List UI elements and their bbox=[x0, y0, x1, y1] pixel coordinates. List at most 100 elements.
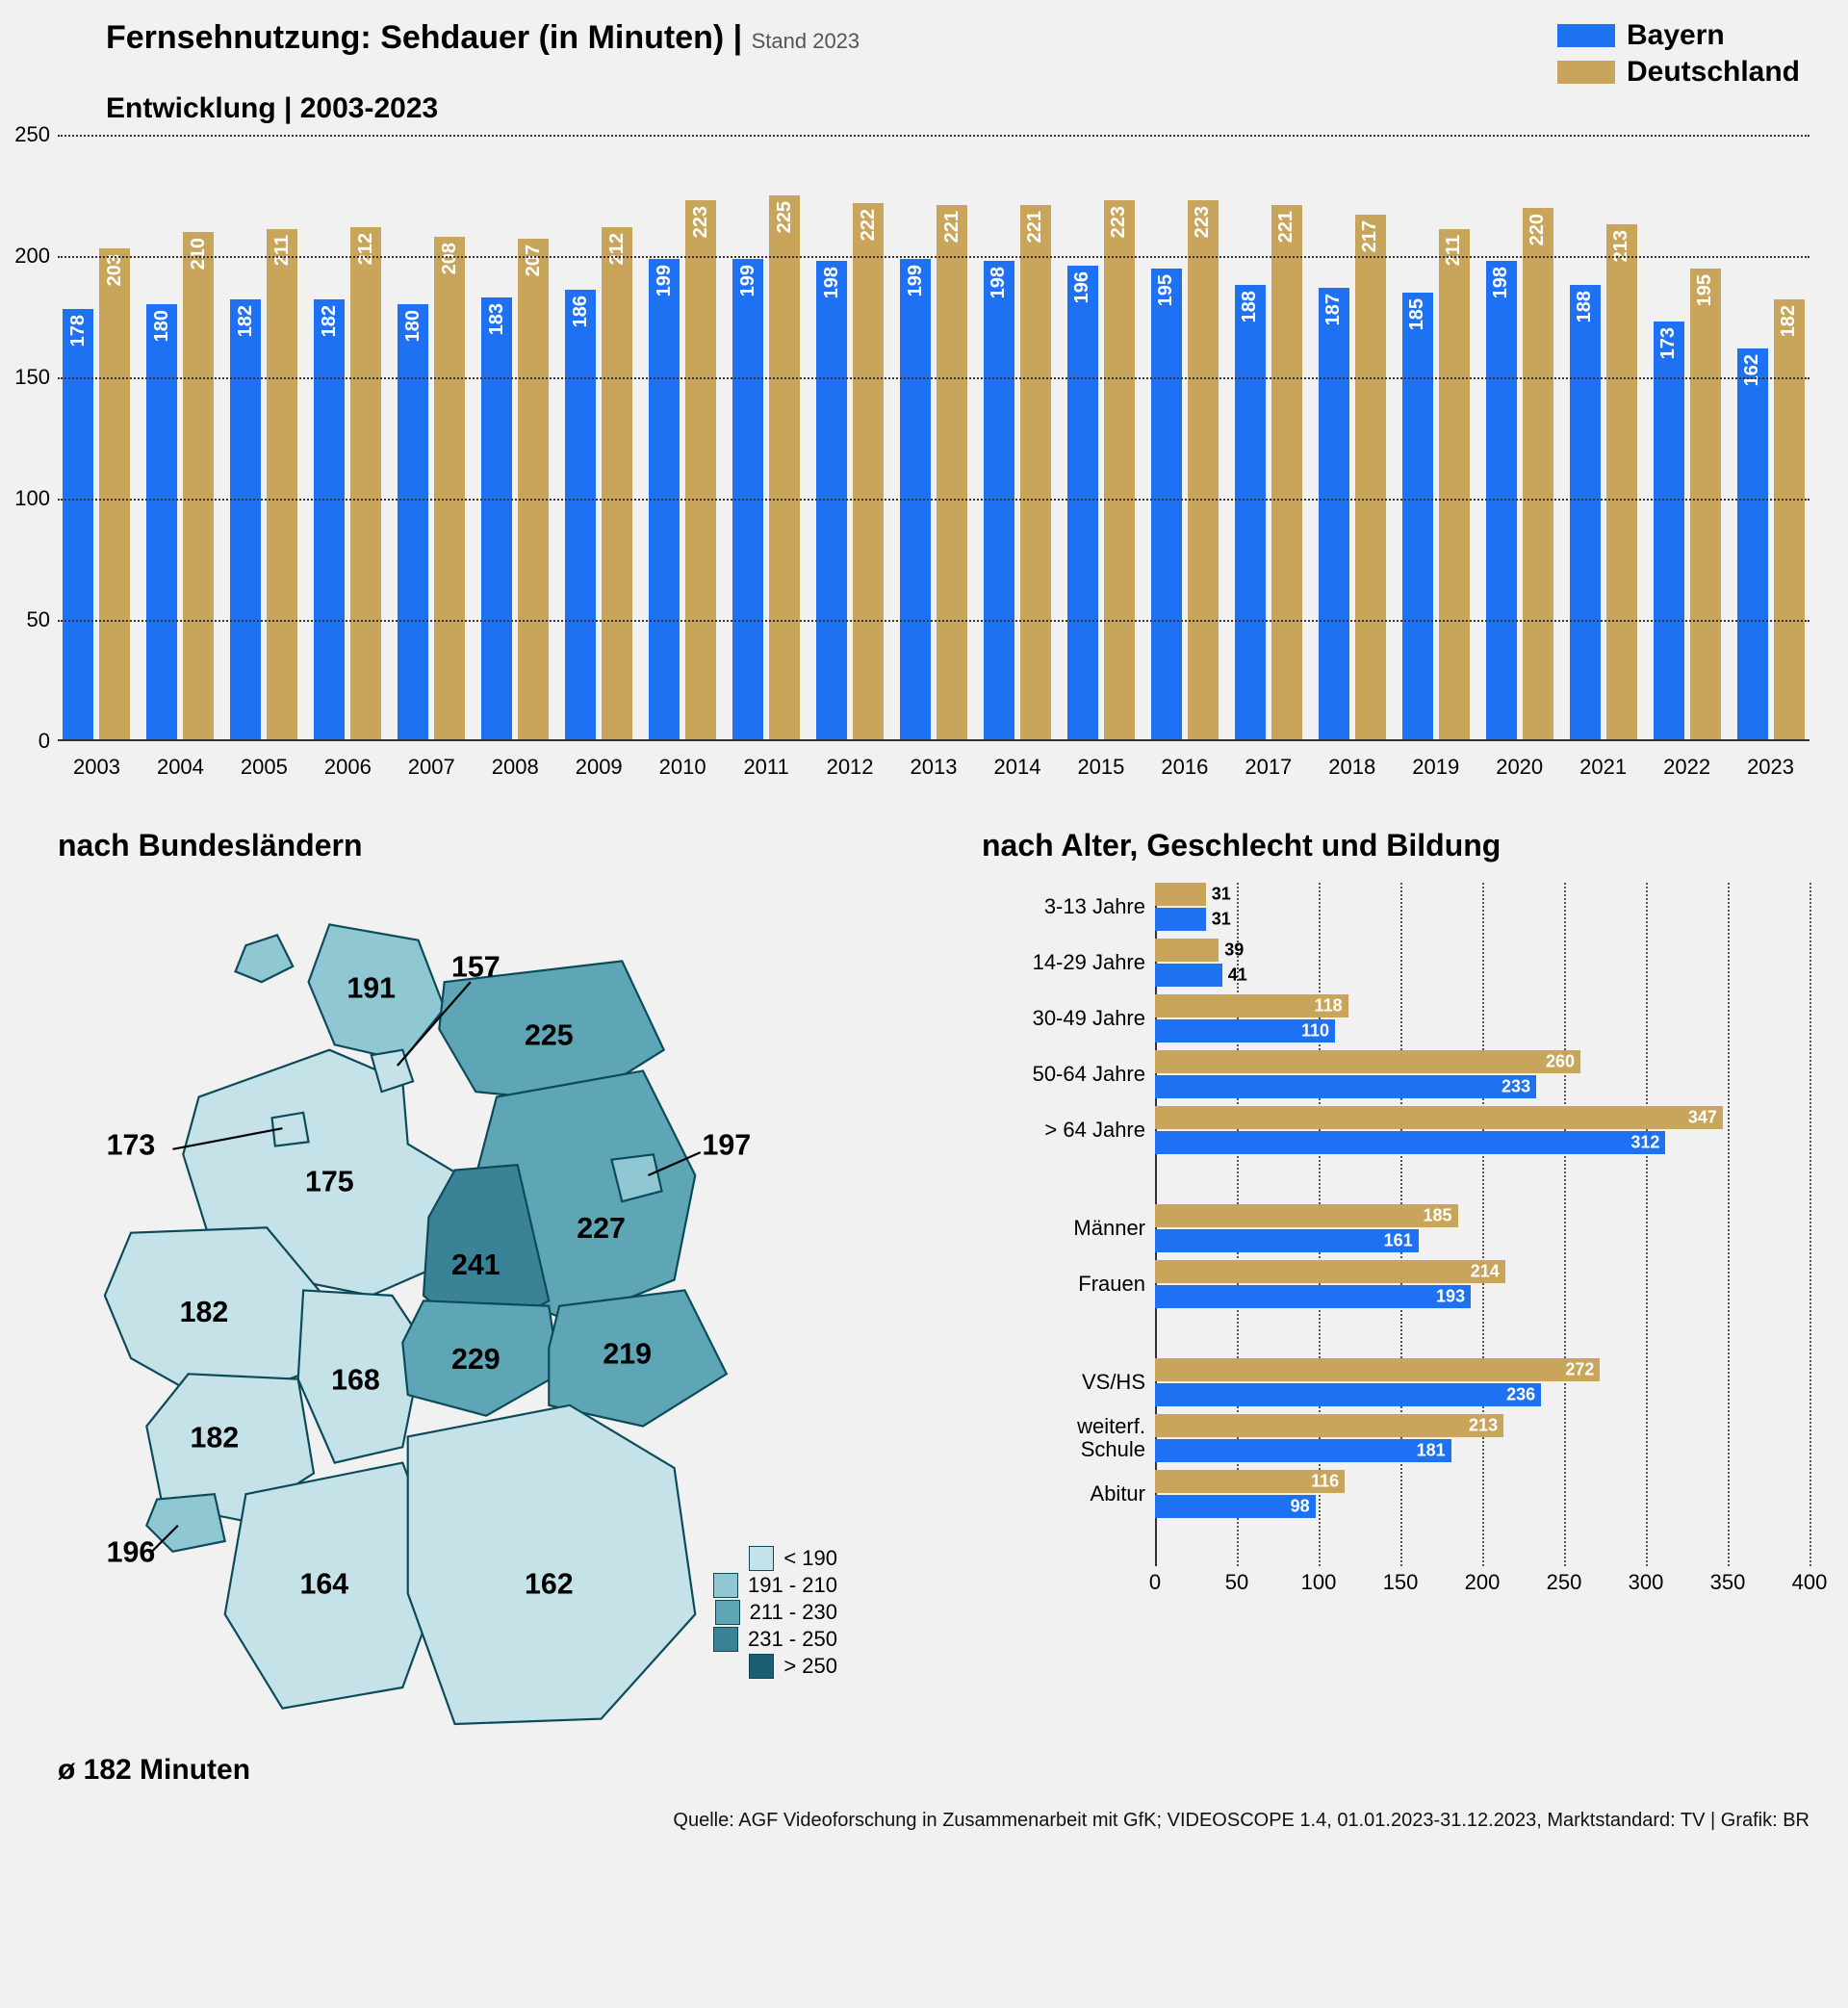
state-value: 196 bbox=[107, 1536, 156, 1569]
map-legend-row: < 190 bbox=[713, 1546, 837, 1571]
deutschland-hbar: 118 bbox=[1155, 994, 1348, 1017]
x-tick-label: 2019 bbox=[1397, 755, 1475, 780]
hbar-value: 181 bbox=[1417, 1441, 1446, 1461]
bar-value: 223 bbox=[690, 200, 712, 238]
gridline bbox=[58, 377, 1810, 379]
hbar-value: 98 bbox=[1291, 1497, 1310, 1517]
bar-value: 221 bbox=[1024, 205, 1046, 243]
bar-value: 173 bbox=[1657, 322, 1680, 359]
bar-value: 162 bbox=[1741, 348, 1763, 386]
hbar-value: 347 bbox=[1688, 1108, 1717, 1128]
map-legend-row: > 250 bbox=[713, 1654, 837, 1679]
x-tick-label: 2008 bbox=[476, 755, 554, 780]
demo-category-label: Frauen bbox=[982, 1273, 1155, 1296]
demo-row: weiterf.Schule213181 bbox=[1155, 1414, 1810, 1462]
deutschland-bar: 203 bbox=[99, 248, 130, 741]
demo-row: Männer185161 bbox=[1155, 1204, 1810, 1252]
y-tick-label: 100 bbox=[14, 486, 58, 511]
bayern-hbar: 161 bbox=[1155, 1229, 1419, 1252]
bar-value: 182 bbox=[319, 299, 341, 337]
state-value: 219 bbox=[603, 1337, 652, 1370]
bar-value: 221 bbox=[941, 205, 963, 243]
bar-value: 221 bbox=[1275, 205, 1297, 243]
deutschland-bar: 223 bbox=[1104, 200, 1135, 741]
bar-value: 223 bbox=[1108, 200, 1130, 238]
demo-x-tick: 150 bbox=[1383, 1570, 1419, 1595]
deutschland-hbar: 347 bbox=[1155, 1106, 1723, 1129]
x-tick-label: 2006 bbox=[309, 755, 387, 780]
bar-value: 212 bbox=[606, 227, 629, 265]
lower-row: nach Bundesländern bbox=[58, 828, 1810, 1787]
demo-x-tick: 50 bbox=[1225, 1570, 1248, 1595]
deutschland-bar: 208 bbox=[434, 237, 465, 741]
subtitle: Entwicklung | 2003-2023 bbox=[106, 92, 1810, 125]
map-legend-swatch bbox=[749, 1546, 774, 1571]
deutschland-bar: 223 bbox=[685, 200, 716, 741]
map-legend-label: < 190 bbox=[783, 1546, 837, 1571]
bar-value: 198 bbox=[1490, 261, 1512, 298]
x-tick-label: 2021 bbox=[1564, 755, 1642, 780]
demo-x-tick: 0 bbox=[1149, 1570, 1161, 1595]
bayern-bar: 178 bbox=[63, 309, 93, 741]
title-row: Fernsehnutzung: Sehdauer (in Minuten) | … bbox=[106, 19, 1810, 89]
hbar-value: 213 bbox=[1469, 1416, 1498, 1436]
legend: Bayern Deutschland bbox=[1557, 19, 1800, 89]
demo-title: nach Alter, Geschlecht und Bildung bbox=[982, 828, 1810, 863]
x-tick-label: 2018 bbox=[1313, 755, 1391, 780]
x-tick-label: 2017 bbox=[1229, 755, 1307, 780]
state-value: 173 bbox=[107, 1128, 156, 1161]
year-group: 180 208 bbox=[393, 237, 471, 741]
bar-value: 223 bbox=[1192, 200, 1214, 238]
deutschland-bar: 220 bbox=[1523, 208, 1553, 741]
bar-value: 217 bbox=[1359, 215, 1381, 252]
demo-category-label: 30-49 Jahre bbox=[982, 1007, 1155, 1030]
map-panel: nach Bundesländern bbox=[58, 828, 924, 1787]
map-legend-swatch bbox=[713, 1573, 738, 1598]
state-value: 241 bbox=[451, 1249, 500, 1281]
bayern-bar: 182 bbox=[230, 299, 261, 741]
x-tick-label: 2005 bbox=[225, 755, 303, 780]
baseline bbox=[58, 739, 1810, 741]
title-sub: Stand 2023 bbox=[752, 29, 860, 53]
state-value: 229 bbox=[451, 1343, 500, 1376]
x-tick-label: 2007 bbox=[393, 755, 471, 780]
state-value: 197 bbox=[703, 1128, 752, 1161]
bayern-hbar: 110 bbox=[1155, 1019, 1335, 1043]
deutschland-bar: 221 bbox=[1020, 205, 1051, 741]
bar-value: 188 bbox=[1239, 285, 1261, 322]
deutschland-bar: 195 bbox=[1690, 269, 1721, 741]
bayern-bar: 198 bbox=[984, 261, 1014, 741]
map-legend: < 190191 - 210211 - 230231 - 250> 250 bbox=[713, 1544, 837, 1681]
demo-category-label: 50-64 Jahre bbox=[982, 1063, 1155, 1086]
hbar-value: 272 bbox=[1565, 1360, 1594, 1380]
bar-value: 210 bbox=[188, 232, 210, 270]
gridline bbox=[58, 135, 1810, 137]
x-tick-label: 2003 bbox=[58, 755, 136, 780]
deutschland-bar: 213 bbox=[1606, 224, 1637, 741]
x-axis: 2003200420052006200720082009201020112012… bbox=[58, 755, 1810, 780]
demo-category-label: Männer bbox=[982, 1217, 1155, 1240]
hbar-value: 31 bbox=[1212, 885, 1231, 905]
deutschland-hbar: 214 bbox=[1155, 1260, 1505, 1283]
bayern-hbar: 31 bbox=[1155, 908, 1206, 931]
hbar-value: 31 bbox=[1212, 910, 1231, 930]
demo-x-tick: 350 bbox=[1710, 1570, 1746, 1595]
bayern-hbar: 236 bbox=[1155, 1383, 1541, 1406]
y-tick-label: 250 bbox=[14, 122, 58, 147]
demo-category-label: 3-13 Jahre bbox=[982, 895, 1155, 918]
bar-value: 180 bbox=[402, 304, 424, 342]
map-legend-label: 211 - 230 bbox=[750, 1600, 837, 1625]
deutschland-bar: 221 bbox=[1271, 205, 1302, 741]
bar-value: 222 bbox=[858, 203, 880, 241]
x-tick-label: 2022 bbox=[1648, 755, 1726, 780]
year-group: 196223 bbox=[1062, 200, 1140, 741]
legend-swatch-deutschland bbox=[1557, 61, 1615, 84]
hbar-value: 110 bbox=[1301, 1021, 1329, 1042]
deutschland-bar: 217 bbox=[1355, 215, 1386, 741]
hbar-value: 185 bbox=[1423, 1206, 1451, 1226]
legend-label-bayern: Bayern bbox=[1627, 19, 1725, 52]
hbar-value: 260 bbox=[1546, 1052, 1575, 1072]
y-tick-label: 0 bbox=[38, 729, 58, 754]
demo-panel: nach Alter, Geschlecht und Bildung 3-13 … bbox=[982, 828, 1810, 1787]
x-tick-label: 2023 bbox=[1732, 755, 1810, 780]
